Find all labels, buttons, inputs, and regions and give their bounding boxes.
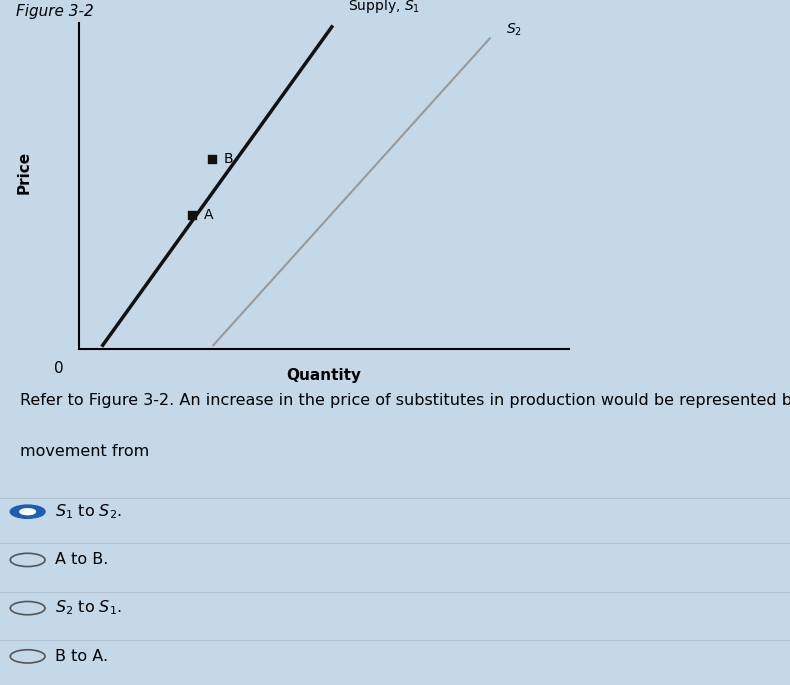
Point <box>205 153 218 164</box>
Text: A to B.: A to B. <box>55 552 109 567</box>
Text: B: B <box>224 152 233 166</box>
Text: Supply, $S_1$: Supply, $S_1$ <box>348 0 419 15</box>
Text: 0: 0 <box>55 361 64 376</box>
Text: A: A <box>204 208 213 222</box>
Point <box>186 210 198 221</box>
Text: Figure 3-2: Figure 3-2 <box>16 4 93 18</box>
Text: B to A.: B to A. <box>55 649 108 664</box>
Text: $S_2$: $S_2$ <box>506 22 521 38</box>
Circle shape <box>20 509 36 514</box>
Text: $S_2$ to $S_1$.: $S_2$ to $S_1$. <box>55 599 122 617</box>
Circle shape <box>10 505 45 519</box>
Text: Refer to Figure 3-2. An increase in the price of substitutes in production would: Refer to Figure 3-2. An increase in the … <box>20 393 790 408</box>
Text: $S_1$ to $S_2$.: $S_1$ to $S_2$. <box>55 502 122 521</box>
Text: Quantity: Quantity <box>287 369 361 384</box>
Text: Price: Price <box>17 151 31 194</box>
Text: movement from: movement from <box>20 444 149 459</box>
